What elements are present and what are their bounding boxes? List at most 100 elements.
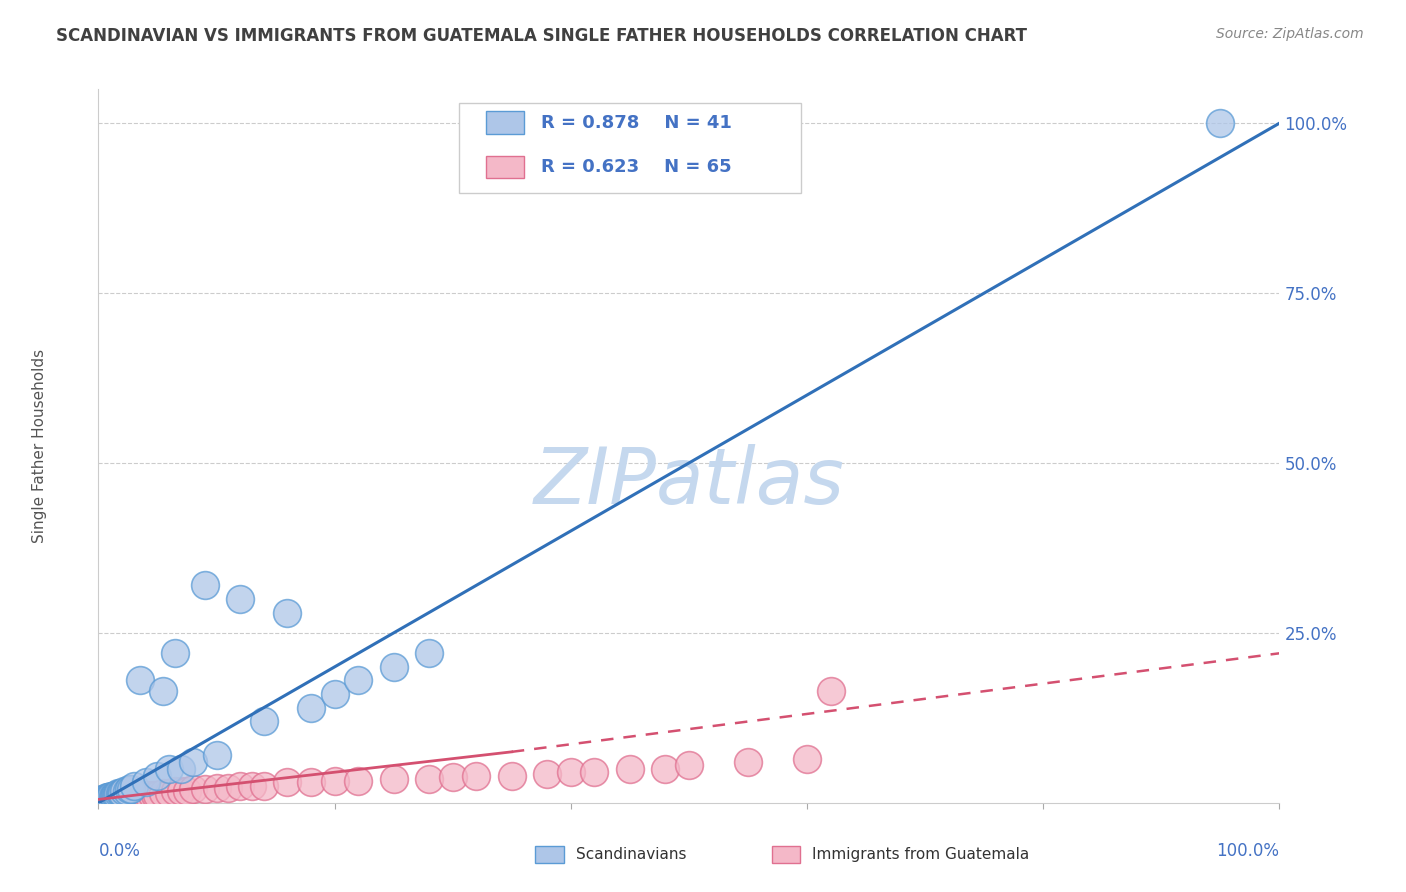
Point <box>157 762 180 776</box>
Point <box>122 779 145 793</box>
Point <box>1209 116 1232 130</box>
FancyBboxPatch shape <box>458 103 801 193</box>
Point <box>157 786 180 800</box>
Point <box>105 788 128 802</box>
Text: R = 0.878    N = 41: R = 0.878 N = 41 <box>541 114 733 132</box>
Point <box>347 673 370 688</box>
Point <box>253 714 276 729</box>
Point <box>181 782 204 797</box>
Point <box>111 786 134 800</box>
Point <box>654 762 676 776</box>
Point <box>128 789 150 803</box>
Point <box>98 794 121 808</box>
Point <box>122 790 145 805</box>
Point <box>136 788 159 802</box>
Point <box>107 786 129 800</box>
Point <box>205 748 228 763</box>
Point <box>125 789 148 803</box>
Point <box>112 783 135 797</box>
Point <box>583 765 606 780</box>
Text: ZIPatlas: ZIPatlas <box>533 443 845 520</box>
Point <box>98 792 121 806</box>
Point <box>820 683 842 698</box>
Point <box>465 769 488 783</box>
Point <box>170 762 193 776</box>
Point <box>104 788 127 802</box>
Point <box>170 783 193 797</box>
Point <box>382 660 405 674</box>
Point <box>112 790 135 805</box>
Point <box>165 783 187 797</box>
Point <box>112 790 135 805</box>
Point <box>146 769 169 783</box>
Point <box>441 770 464 784</box>
Point <box>678 758 700 772</box>
Text: Single Father Households: Single Father Households <box>32 349 46 543</box>
Point <box>418 646 440 660</box>
Point <box>382 772 405 786</box>
Point <box>91 794 114 808</box>
Point <box>94 792 117 806</box>
Point <box>101 789 124 803</box>
Point <box>101 792 124 806</box>
Point <box>737 755 759 769</box>
Point <box>96 794 118 808</box>
Point <box>276 775 298 789</box>
Point <box>299 700 322 714</box>
Point <box>560 765 582 780</box>
Point <box>121 790 143 805</box>
Point <box>176 783 198 797</box>
Point <box>152 683 174 698</box>
Point <box>118 790 141 805</box>
Point <box>796 751 818 765</box>
Text: Source: ZipAtlas.com: Source: ZipAtlas.com <box>1216 27 1364 41</box>
Point <box>93 794 115 808</box>
Point <box>110 786 132 800</box>
Point <box>181 755 204 769</box>
Point <box>299 775 322 789</box>
Point <box>117 790 139 805</box>
Point <box>194 782 217 797</box>
Point <box>253 779 276 793</box>
Text: R = 0.623    N = 65: R = 0.623 N = 65 <box>541 158 733 176</box>
Point <box>276 606 298 620</box>
Point <box>135 789 157 803</box>
Point <box>111 790 134 805</box>
Point <box>152 786 174 800</box>
Text: 0.0%: 0.0% <box>98 842 141 860</box>
Text: Immigrants from Guatemala: Immigrants from Guatemala <box>811 847 1029 863</box>
Point <box>114 790 136 805</box>
Point <box>536 767 558 781</box>
Point <box>108 792 131 806</box>
Point <box>97 790 120 805</box>
Point <box>91 792 114 806</box>
Point <box>105 788 128 802</box>
Point <box>347 774 370 789</box>
Point <box>94 794 117 808</box>
Point <box>229 779 252 793</box>
Point <box>194 578 217 592</box>
Text: Scandinavians: Scandinavians <box>575 847 686 863</box>
Point <box>132 789 155 803</box>
Point <box>110 792 132 806</box>
Point <box>104 792 127 806</box>
Point <box>418 772 440 786</box>
Point <box>115 783 138 797</box>
Point <box>103 792 125 806</box>
Point <box>141 788 163 802</box>
Point <box>100 789 122 803</box>
Point <box>98 790 121 805</box>
Text: SCANDINAVIAN VS IMMIGRANTS FROM GUATEMALA SINGLE FATHER HOUSEHOLDS CORRELATION C: SCANDINAVIAN VS IMMIGRANTS FROM GUATEMAL… <box>56 27 1028 45</box>
Point <box>121 782 143 797</box>
Bar <box>772 847 800 863</box>
Point <box>135 775 157 789</box>
Point <box>97 794 120 808</box>
Point <box>143 788 166 802</box>
Point <box>146 788 169 802</box>
Bar <box>536 847 564 863</box>
Point <box>240 779 263 793</box>
Point <box>229 591 252 606</box>
Bar <box>486 155 523 178</box>
Point <box>105 792 128 806</box>
Point <box>205 780 228 795</box>
